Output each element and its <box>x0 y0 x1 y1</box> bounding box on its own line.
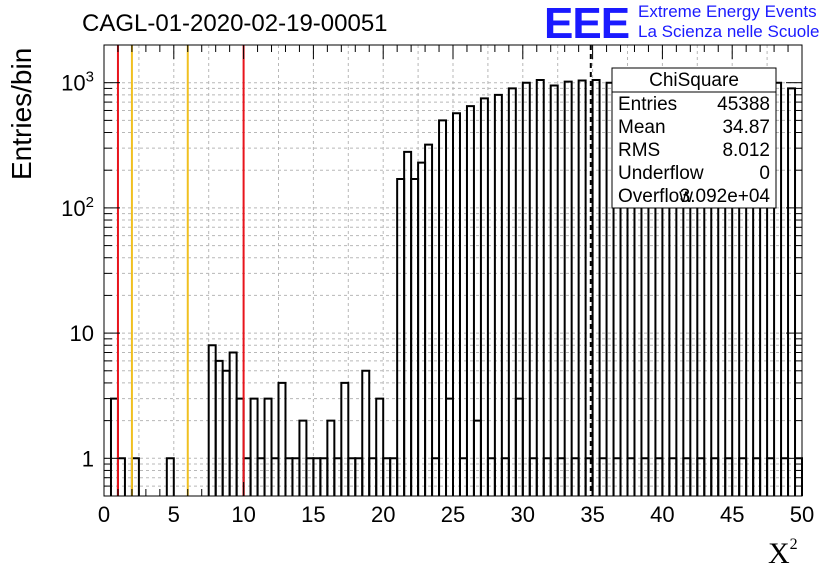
histogram-bin <box>277 381 287 496</box>
marker-lines <box>116 45 592 496</box>
histogram-bin <box>396 178 406 496</box>
stats-row-label: Mean <box>618 117 666 138</box>
histogram-bin <box>361 369 371 496</box>
histogram-bin <box>109 397 119 496</box>
histogram-bin <box>605 81 615 496</box>
histogram-bin <box>549 84 559 496</box>
x-axis-label: X2 <box>768 536 798 570</box>
histogram-bin <box>452 112 461 496</box>
x-tick-label: 5 <box>168 502 180 527</box>
histogram-bin <box>535 79 545 496</box>
histogram-bin <box>214 359 224 496</box>
y-tick-label: 103 <box>61 69 94 96</box>
stats-row-label: Entries <box>618 94 677 115</box>
stats-row-label: RMS <box>618 140 660 161</box>
histogram-bins <box>109 79 803 496</box>
stats-row-value: 45388 <box>717 94 770 115</box>
histogram-bin <box>263 397 273 496</box>
y-tick-label: 10 <box>70 321 94 346</box>
histogram-bin <box>507 87 517 496</box>
chart-title: CAGL-01-2020-02-19-00051 <box>82 10 388 37</box>
stats-row-label: Underflow <box>618 163 704 184</box>
eee-logo: EEE <box>544 0 630 48</box>
x-tick-label: 15 <box>301 502 325 527</box>
logo-line-1: Extreme Energy Events <box>638 2 817 21</box>
x-tick-label: 20 <box>371 502 395 527</box>
x-tick-label: 0 <box>98 502 110 527</box>
histogram-bin <box>787 87 797 496</box>
histogram-bin <box>493 93 503 496</box>
histogram-bin <box>577 79 587 496</box>
stats-box-frame <box>611 67 777 209</box>
histogram-bin <box>514 397 524 496</box>
histogram-bin <box>228 351 238 496</box>
plot-axes <box>103 44 803 497</box>
histogram-bin <box>773 81 783 496</box>
histogram-bin <box>563 80 573 496</box>
stats-row-label: Overflow <box>618 186 693 207</box>
x-tick-label: 45 <box>720 502 744 527</box>
histogram-bin <box>340 381 350 496</box>
histogram-bin <box>465 105 475 496</box>
stats-row-value: 3.092e+04 <box>680 186 771 207</box>
histogram-bin <box>375 397 385 496</box>
histogram-bin <box>165 457 175 496</box>
histogram-bin <box>403 150 413 496</box>
logo-line-2: La Scienza nelle Scuole <box>638 22 820 41</box>
x-tick-label: 10 <box>231 502 255 527</box>
x-tick-label: 40 <box>650 502 674 527</box>
histogram-bin <box>417 161 427 496</box>
y-tick-label: 102 <box>61 194 94 221</box>
stats-row-value: 34.87 <box>722 117 770 138</box>
histogram-bin <box>438 119 448 496</box>
histogram-bin <box>235 397 245 496</box>
histogram-bin <box>479 97 489 496</box>
x-tick-label: 35 <box>580 502 604 527</box>
stats-box: ChiSquare Entries 45388 Mean 34.87 RMS 8.012 Un… <box>611 67 777 209</box>
x-tick-label: 50 <box>790 502 814 527</box>
histogram-bin <box>521 81 531 496</box>
x-tick-label: 25 <box>441 502 465 527</box>
histogram-bin <box>410 178 420 496</box>
histogram-bin <box>591 79 601 496</box>
y-tick-label: 1 <box>82 446 94 471</box>
histogram-bin <box>249 397 259 496</box>
stats-name: ChiSquare <box>649 70 739 91</box>
x-tick-label: 30 <box>511 502 535 527</box>
stats-row-value: 8.012 <box>722 140 770 161</box>
stats-row-value: 0 <box>759 163 770 184</box>
histogram-bin <box>445 397 454 496</box>
histogram-bin <box>424 143 434 496</box>
